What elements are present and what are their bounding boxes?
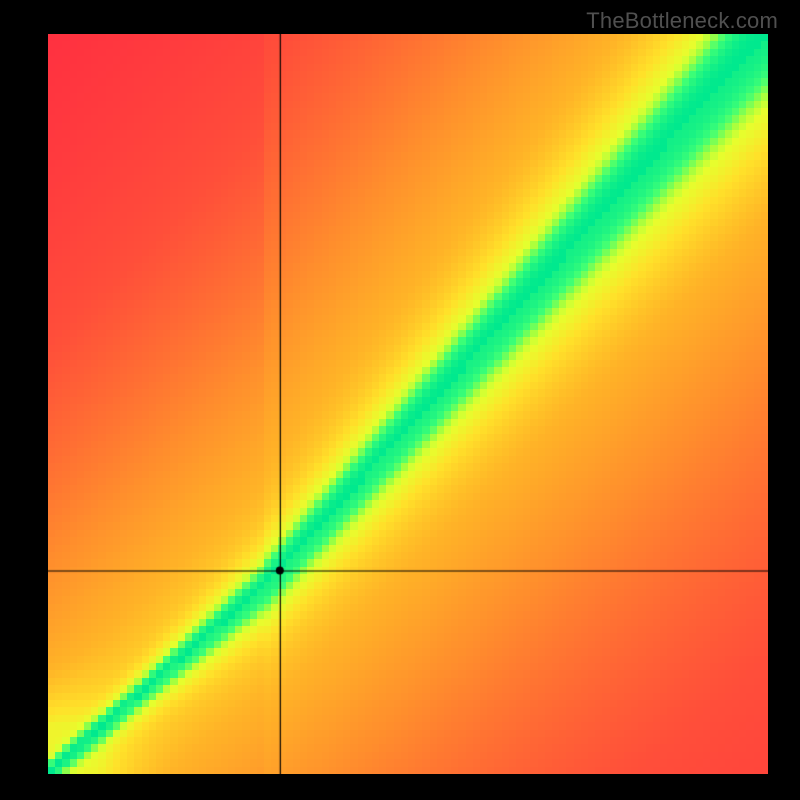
heatmap bbox=[48, 34, 768, 774]
watermark-text: TheBottleneck.com bbox=[586, 8, 778, 34]
chart-container: TheBottleneck.com bbox=[0, 0, 800, 800]
